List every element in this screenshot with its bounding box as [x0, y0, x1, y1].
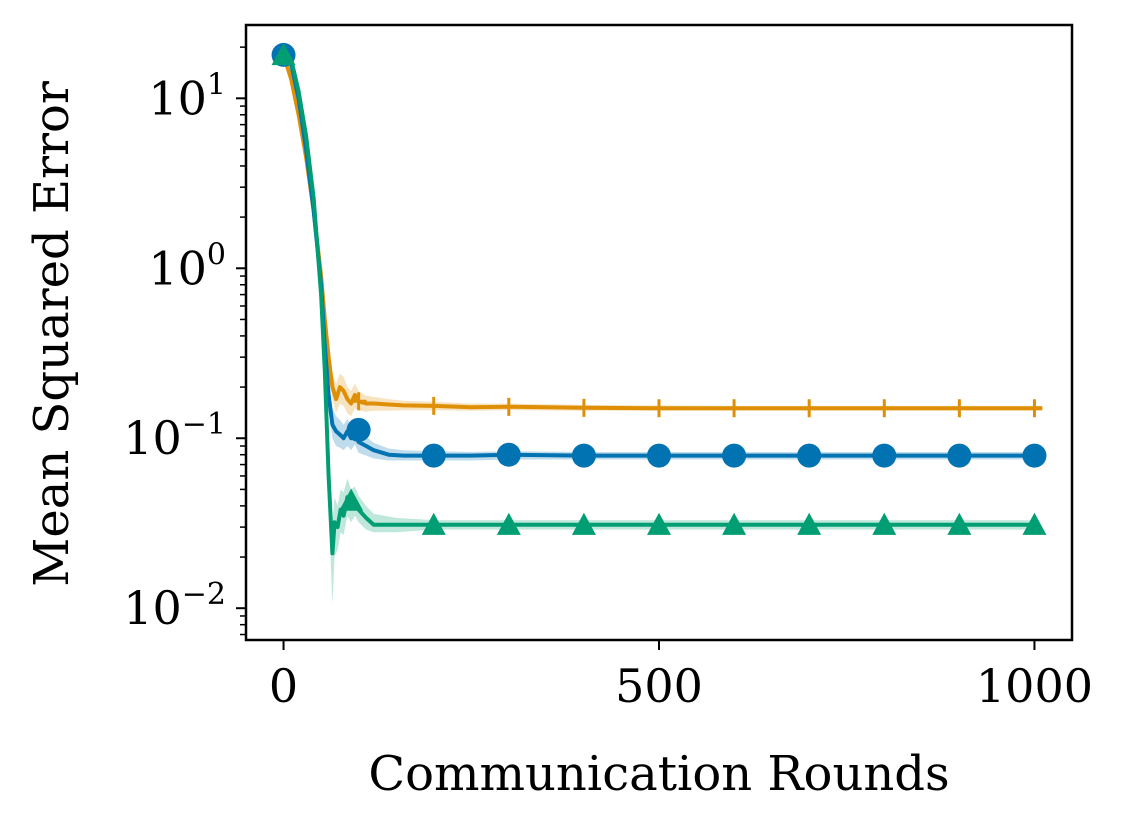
marker-blue: [797, 443, 822, 468]
y-tick-exponent: 0: [207, 237, 226, 272]
marker-blue: [1022, 443, 1047, 468]
x-tick-label: 500: [615, 659, 703, 713]
marker-orange: [575, 398, 592, 417]
y-tick-base: 10: [123, 411, 182, 465]
marker-orange: [425, 396, 442, 415]
marker-green: [797, 512, 822, 535]
marker-orange: [651, 399, 667, 418]
y-tick-base: 10: [123, 581, 182, 635]
marker-blue: [722, 443, 747, 468]
marker-blue: [947, 443, 972, 468]
series-markers: [271, 42, 1047, 535]
y-tick-label: 10−2: [123, 577, 226, 635]
marker-green: [1022, 512, 1047, 535]
marker-blue: [571, 443, 596, 468]
y-tick-exponent: −2: [182, 577, 226, 612]
marker-orange: [951, 399, 968, 418]
marker-green: [571, 512, 596, 535]
x-tick-label: 1000: [976, 659, 1093, 713]
marker-blue: [647, 443, 671, 468]
x-axis-label: Communication Rounds: [368, 746, 949, 802]
marker-orange: [726, 399, 743, 418]
marker-green: [647, 512, 671, 535]
marker-green: [271, 42, 296, 66]
marker-green: [339, 488, 364, 511]
y-tick-label: 10−1: [123, 407, 226, 465]
x-tick-label: 0: [269, 659, 298, 713]
y-tick-base: 10: [148, 241, 207, 295]
marker-orange: [500, 397, 517, 416]
plot-frame: [244, 23, 1074, 642]
marker-blue: [346, 417, 371, 442]
marker-blue: [872, 443, 897, 468]
y-tick-label: 100: [148, 237, 226, 295]
y-axis-label: Mean Squared Error: [24, 81, 80, 587]
marker-green: [496, 512, 521, 535]
marker-blue: [421, 443, 446, 468]
y-tick-exponent: −1: [182, 407, 226, 442]
marker-green: [722, 512, 747, 535]
marker-orange: [350, 392, 367, 411]
y-tick-label: 101: [148, 67, 226, 125]
marker-green: [947, 512, 972, 535]
marker-green: [872, 512, 897, 535]
y-tick-exponent: 1: [207, 67, 226, 102]
marker-orange: [1026, 399, 1043, 418]
marker-green: [421, 512, 446, 535]
marker-blue: [496, 442, 521, 467]
marker-orange: [876, 399, 893, 418]
y-tick-base: 10: [148, 71, 207, 125]
marker-orange: [801, 399, 818, 418]
